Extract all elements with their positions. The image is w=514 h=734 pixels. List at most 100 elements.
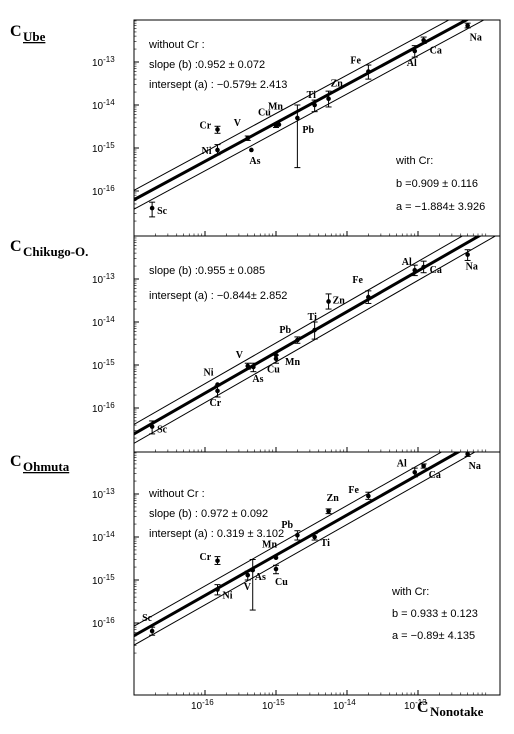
point-marker — [421, 37, 426, 43]
data-point-cu: Cu — [267, 354, 280, 376]
point-marker — [312, 534, 317, 540]
point-label: V — [244, 582, 252, 593]
point-marker — [326, 299, 331, 304]
point-label: V — [234, 118, 242, 129]
data-point-na: Na — [464, 451, 481, 472]
point-marker — [215, 388, 220, 394]
y-axis-label-main: C — [10, 238, 22, 255]
fit-annotation-with-cr: with Cr: — [391, 586, 429, 598]
confidence-upper — [134, 20, 450, 191]
y-axis-label-sub: Ohmuta — [23, 459, 70, 474]
y-tick-label: 10-14 — [92, 98, 115, 112]
fit-line — [134, 452, 462, 638]
data-point-na: Na — [464, 22, 482, 44]
point-label: Ti — [321, 538, 330, 549]
fit-lines — [134, 452, 476, 646]
point-label: Cr — [200, 120, 212, 131]
data-point-pb: Pb — [279, 325, 301, 344]
point-marker — [149, 628, 155, 634]
fit-annotation-with-cr: b = 0.933 ± 0.123 — [392, 608, 478, 620]
data-point-v: V — [236, 350, 251, 370]
data-point-cr: Cr — [200, 120, 221, 134]
data-point-ni: Ni — [202, 144, 221, 157]
point-label: Fe — [348, 485, 359, 496]
data-point-al: Al — [407, 45, 418, 69]
y-tick-label: 10-15 — [92, 358, 115, 372]
data-point-mn: Mn — [273, 352, 300, 368]
y-tick-label: 10-16 — [92, 184, 115, 198]
point-marker — [295, 337, 300, 343]
fit-lines — [134, 236, 497, 444]
data-point-pb: Pb — [294, 104, 314, 169]
point-marker — [215, 382, 220, 387]
y-tick-label: 10-16 — [92, 401, 115, 415]
data-point-zn: Zn — [325, 293, 346, 310]
data-point-na: Na — [464, 249, 478, 273]
data-point-v: V — [234, 118, 251, 141]
point-label: Sc — [142, 613, 153, 624]
data-point-ti: Ti — [308, 312, 318, 340]
point-label: Ca — [430, 265, 442, 276]
data-point-zn: Zn — [325, 79, 344, 108]
point-marker — [245, 135, 251, 141]
confidence-upper — [134, 236, 464, 426]
data-point-cr: Cr — [200, 552, 221, 565]
point-label: Zn — [331, 79, 344, 90]
data-point-ca: Ca — [420, 463, 441, 481]
point-label: Pb — [281, 520, 293, 531]
point-label: Cu — [258, 108, 271, 119]
fit-annotation: intersept (a) : −0.579± 2.413 — [149, 79, 287, 91]
y-tick-label: 10-16 — [92, 616, 115, 630]
point-label: Zn — [333, 295, 346, 306]
point-marker — [312, 327, 317, 333]
data-point-mn: Mn — [262, 540, 279, 561]
point-marker — [366, 493, 371, 499]
point-label: Fe — [352, 275, 363, 286]
point-label: Ti — [308, 312, 317, 323]
x-axis-label-main: C — [417, 699, 429, 716]
point-marker — [276, 122, 282, 127]
panel-3: 10-13 10-14 10-15 10-16 10-16 10-15 10-14 10-13… — [10, 451, 501, 712]
point-label: Ni — [223, 591, 233, 602]
point-marker — [149, 205, 155, 211]
point-marker — [421, 463, 426, 469]
data-point-ti: Ti — [311, 533, 330, 549]
point-label: As — [255, 572, 266, 583]
x-tick-label: 10-16 — [191, 698, 214, 712]
point-label: Zn — [327, 493, 340, 504]
point-marker — [273, 352, 279, 358]
y-axis-label-sub: Chikugo-O. — [23, 244, 88, 259]
y-tick-label: 10-13 — [92, 55, 115, 69]
point-label: Cu — [275, 577, 288, 588]
point-marker — [326, 96, 331, 102]
point-marker — [412, 48, 418, 54]
data-point-sc: Sc — [149, 420, 168, 436]
point-label: Sc — [157, 425, 168, 436]
point-label: Al — [397, 458, 407, 469]
point-label: Al — [407, 58, 417, 69]
point-label: Cr — [200, 552, 212, 563]
data-point-fe: Fe — [350, 56, 372, 80]
point-marker — [249, 147, 254, 153]
data-point-as: As — [250, 362, 264, 385]
point-label: V — [236, 350, 244, 361]
confidence-lower — [134, 236, 497, 444]
data-point-pb: Pb — [281, 520, 301, 541]
confidence-upper — [134, 452, 443, 627]
point-label: Ni — [204, 368, 214, 379]
y-tick-label: 10-13 — [92, 272, 115, 286]
fit-annotation-with-cr: a = −1.884± 3.926 — [396, 201, 485, 213]
x-tick-label: 10-13 — [404, 698, 427, 712]
point-marker — [273, 555, 279, 561]
fit-annotation: without Cr : — [148, 488, 205, 500]
fit-annotation: slope (b) :0.952 ± 0.072 — [149, 59, 265, 71]
data-point-fe: Fe — [352, 275, 372, 304]
y-axis-label-main: C — [10, 453, 22, 470]
fit-annotation-with-cr: with Cr: — [395, 155, 433, 167]
data-point-sc: Sc — [142, 613, 156, 636]
point-marker — [366, 294, 371, 300]
fit-line — [134, 236, 482, 436]
y-tick-label: 10-15 — [92, 141, 115, 155]
y-tick-label: 10-15 — [92, 573, 115, 587]
